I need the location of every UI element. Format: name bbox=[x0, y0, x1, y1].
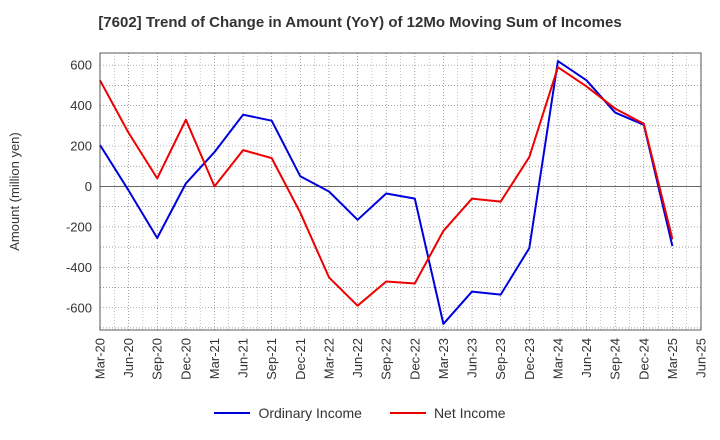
grid-lines bbox=[99, 53, 702, 330]
y-tick-label: -400 bbox=[66, 260, 92, 275]
legend: Ordinary Income Net Income bbox=[0, 405, 720, 421]
legend-item-net-income: Net Income bbox=[389, 405, 506, 421]
x-tick-label: Mar-24 bbox=[550, 338, 565, 379]
y-tick-label: -200 bbox=[66, 219, 92, 234]
chart-title: [7602] Trend of Change in Amount (YoY) o… bbox=[98, 14, 622, 31]
x-tick-label: Sep-20 bbox=[150, 338, 165, 380]
y-tick-label: 600 bbox=[70, 58, 92, 73]
x-tick-label: Mar-23 bbox=[436, 338, 451, 379]
x-tick-label: Dec-20 bbox=[178, 338, 193, 380]
x-tick-label: Jun-25 bbox=[694, 338, 709, 378]
x-tick-label: Dec-24 bbox=[636, 338, 651, 380]
x-tick-label: Mar-20 bbox=[93, 338, 108, 379]
x-tick-label: Sep-24 bbox=[608, 338, 623, 380]
x-tick-labels: Mar-20 Jun-20 Sep-20 Dec-20 Mar-21 Jun-21 Sep-… bbox=[93, 338, 709, 380]
x-tick-label: Sep-23 bbox=[493, 338, 508, 380]
y-tick-label: -600 bbox=[66, 300, 92, 315]
y-tick-label: 400 bbox=[70, 98, 92, 113]
x-tick-label: Mar-25 bbox=[665, 338, 680, 379]
y-axis-label: Amount (million yen) bbox=[7, 132, 22, 251]
x-tick-label: Jun-23 bbox=[465, 338, 480, 378]
x-tick-label: Mar-21 bbox=[207, 338, 222, 379]
x-tick-label: Jun-24 bbox=[579, 338, 594, 378]
x-tick-label: Jun-21 bbox=[236, 338, 251, 378]
x-tick-label: Dec-22 bbox=[407, 338, 422, 380]
plot-frame bbox=[99, 52, 702, 331]
legend-item-ordinary-income: Ordinary Income bbox=[214, 405, 362, 421]
y-tick-label: 0 bbox=[85, 179, 92, 194]
x-tick-label: Dec-21 bbox=[293, 338, 308, 380]
x-tick-label: Jun-20 bbox=[121, 338, 136, 378]
legend-label-net-income: Net Income bbox=[433, 405, 506, 421]
y-tick-labels: -600 -400 -200 0 200 400 600 bbox=[66, 58, 92, 316]
x-tick-label: Dec-23 bbox=[522, 338, 537, 380]
x-tick-label: Jun-22 bbox=[350, 338, 365, 378]
x-tick-label: Mar-22 bbox=[321, 338, 336, 379]
legend-swatch-net-income bbox=[389, 412, 426, 414]
series-lines bbox=[99, 60, 674, 325]
x-tick-label: Sep-22 bbox=[379, 338, 394, 380]
series-line-net-income bbox=[99, 66, 674, 307]
legend-swatch-ordinary-income bbox=[214, 412, 251, 414]
series-line-ordinary-income bbox=[99, 60, 674, 325]
x-tick-label: Sep-21 bbox=[264, 338, 279, 380]
legend-label-ordinary-income: Ordinary Income bbox=[258, 405, 362, 421]
y-tick-label: 200 bbox=[70, 139, 92, 154]
